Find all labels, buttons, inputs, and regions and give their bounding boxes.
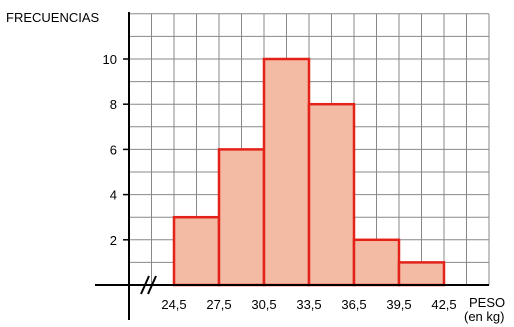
histogram-bar bbox=[352, 238, 401, 287]
x-tick-label: 33,5 bbox=[296, 297, 321, 312]
y-tick-label: 6 bbox=[110, 142, 117, 157]
histogram-bar bbox=[262, 57, 311, 287]
chart-bars bbox=[172, 57, 446, 287]
x-tick-label: 42,5 bbox=[431, 297, 456, 312]
x-axis-label: PESO bbox=[469, 295, 505, 310]
y-tick-label: 2 bbox=[110, 233, 117, 248]
x-tick-label: 24,5 bbox=[161, 297, 186, 312]
axis-break-mark bbox=[140, 275, 157, 295]
axis-break-line bbox=[140, 275, 150, 295]
x-axis-unit-label: (en kg) bbox=[464, 309, 504, 324]
y-tick-label: 10 bbox=[103, 52, 117, 67]
x-tick-label: 36,5 bbox=[341, 297, 366, 312]
y-tick-label: 4 bbox=[110, 188, 117, 203]
histogram-bar bbox=[217, 148, 266, 287]
histogram-bar bbox=[307, 102, 356, 287]
histogram-bar bbox=[172, 215, 221, 287]
x-tick-labels: 24,5 27,5 30,5 33,5 36,5 39,5 42,5 bbox=[161, 297, 456, 312]
x-tick-label: 30,5 bbox=[251, 297, 276, 312]
chart-axes bbox=[95, 12, 489, 320]
y-tick-label: 8 bbox=[110, 97, 117, 112]
y-axis-label: FRECUENCIAS bbox=[6, 10, 100, 25]
x-tick-label: 39,5 bbox=[386, 297, 411, 312]
y-tick-labels: 2 4 6 8 10 bbox=[103, 52, 129, 248]
x-tick-label: 27,5 bbox=[206, 297, 231, 312]
axis-break-line bbox=[147, 275, 157, 295]
histogram-bar bbox=[397, 261, 446, 287]
